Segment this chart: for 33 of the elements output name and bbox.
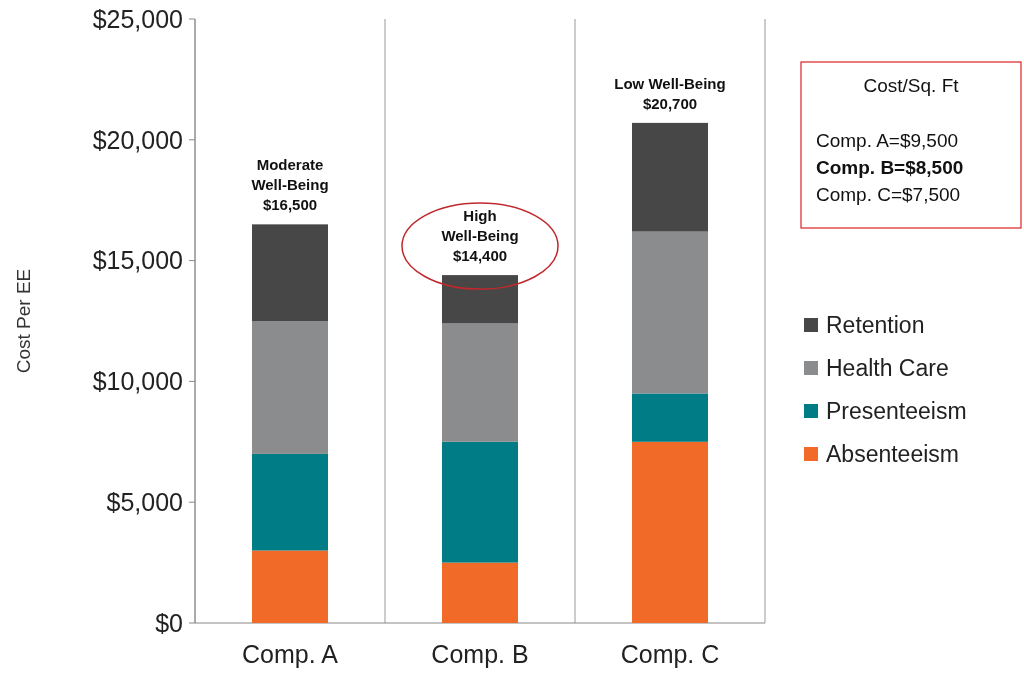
bar — [442, 441, 518, 563]
x-tick-label: Comp. A — [242, 640, 339, 668]
bar — [252, 321, 328, 454]
annotation: High Well-Being $14,400 — [441, 207, 519, 265]
y-tick-label: $0 — [155, 608, 183, 637]
bar — [252, 224, 328, 321]
bar — [442, 562, 518, 623]
y-tick-label: $25,000 — [92, 4, 183, 33]
annotation: Low Well-Being $20,700 — [614, 74, 726, 112]
y-axis-title: Cost Per EE — [13, 268, 34, 374]
bar — [632, 393, 708, 442]
x-tick-label: Comp. B — [431, 640, 529, 668]
y-tick-label: $15,000 — [92, 246, 183, 275]
text: Cost/Sq. Ft — [863, 75, 960, 96]
y-tick-label: $20,000 — [92, 125, 183, 154]
bar — [632, 441, 708, 623]
text: Comp. B=$8,500 — [816, 157, 964, 178]
legend-label: Retention — [826, 312, 925, 339]
legend-label: Absenteeism — [826, 441, 959, 468]
x-tick-label: Comp. C — [620, 640, 720, 668]
annotation: Moderate Well-Being $16,500 — [251, 156, 329, 214]
bar — [632, 122, 708, 232]
bar — [252, 550, 328, 623]
bar — [442, 275, 518, 324]
bar — [632, 231, 708, 394]
bar — [442, 323, 518, 442]
legend-label: Health Care — [826, 355, 949, 382]
y-tick-label: $5,000 — [106, 487, 183, 516]
y-tick-label: $10,000 — [92, 367, 183, 396]
legend-label: Presenteeism — [826, 398, 967, 425]
bar — [252, 453, 328, 551]
text: Comp. A=$9,500 — [816, 130, 959, 151]
text: Comp. C=$7,500 — [816, 184, 961, 205]
